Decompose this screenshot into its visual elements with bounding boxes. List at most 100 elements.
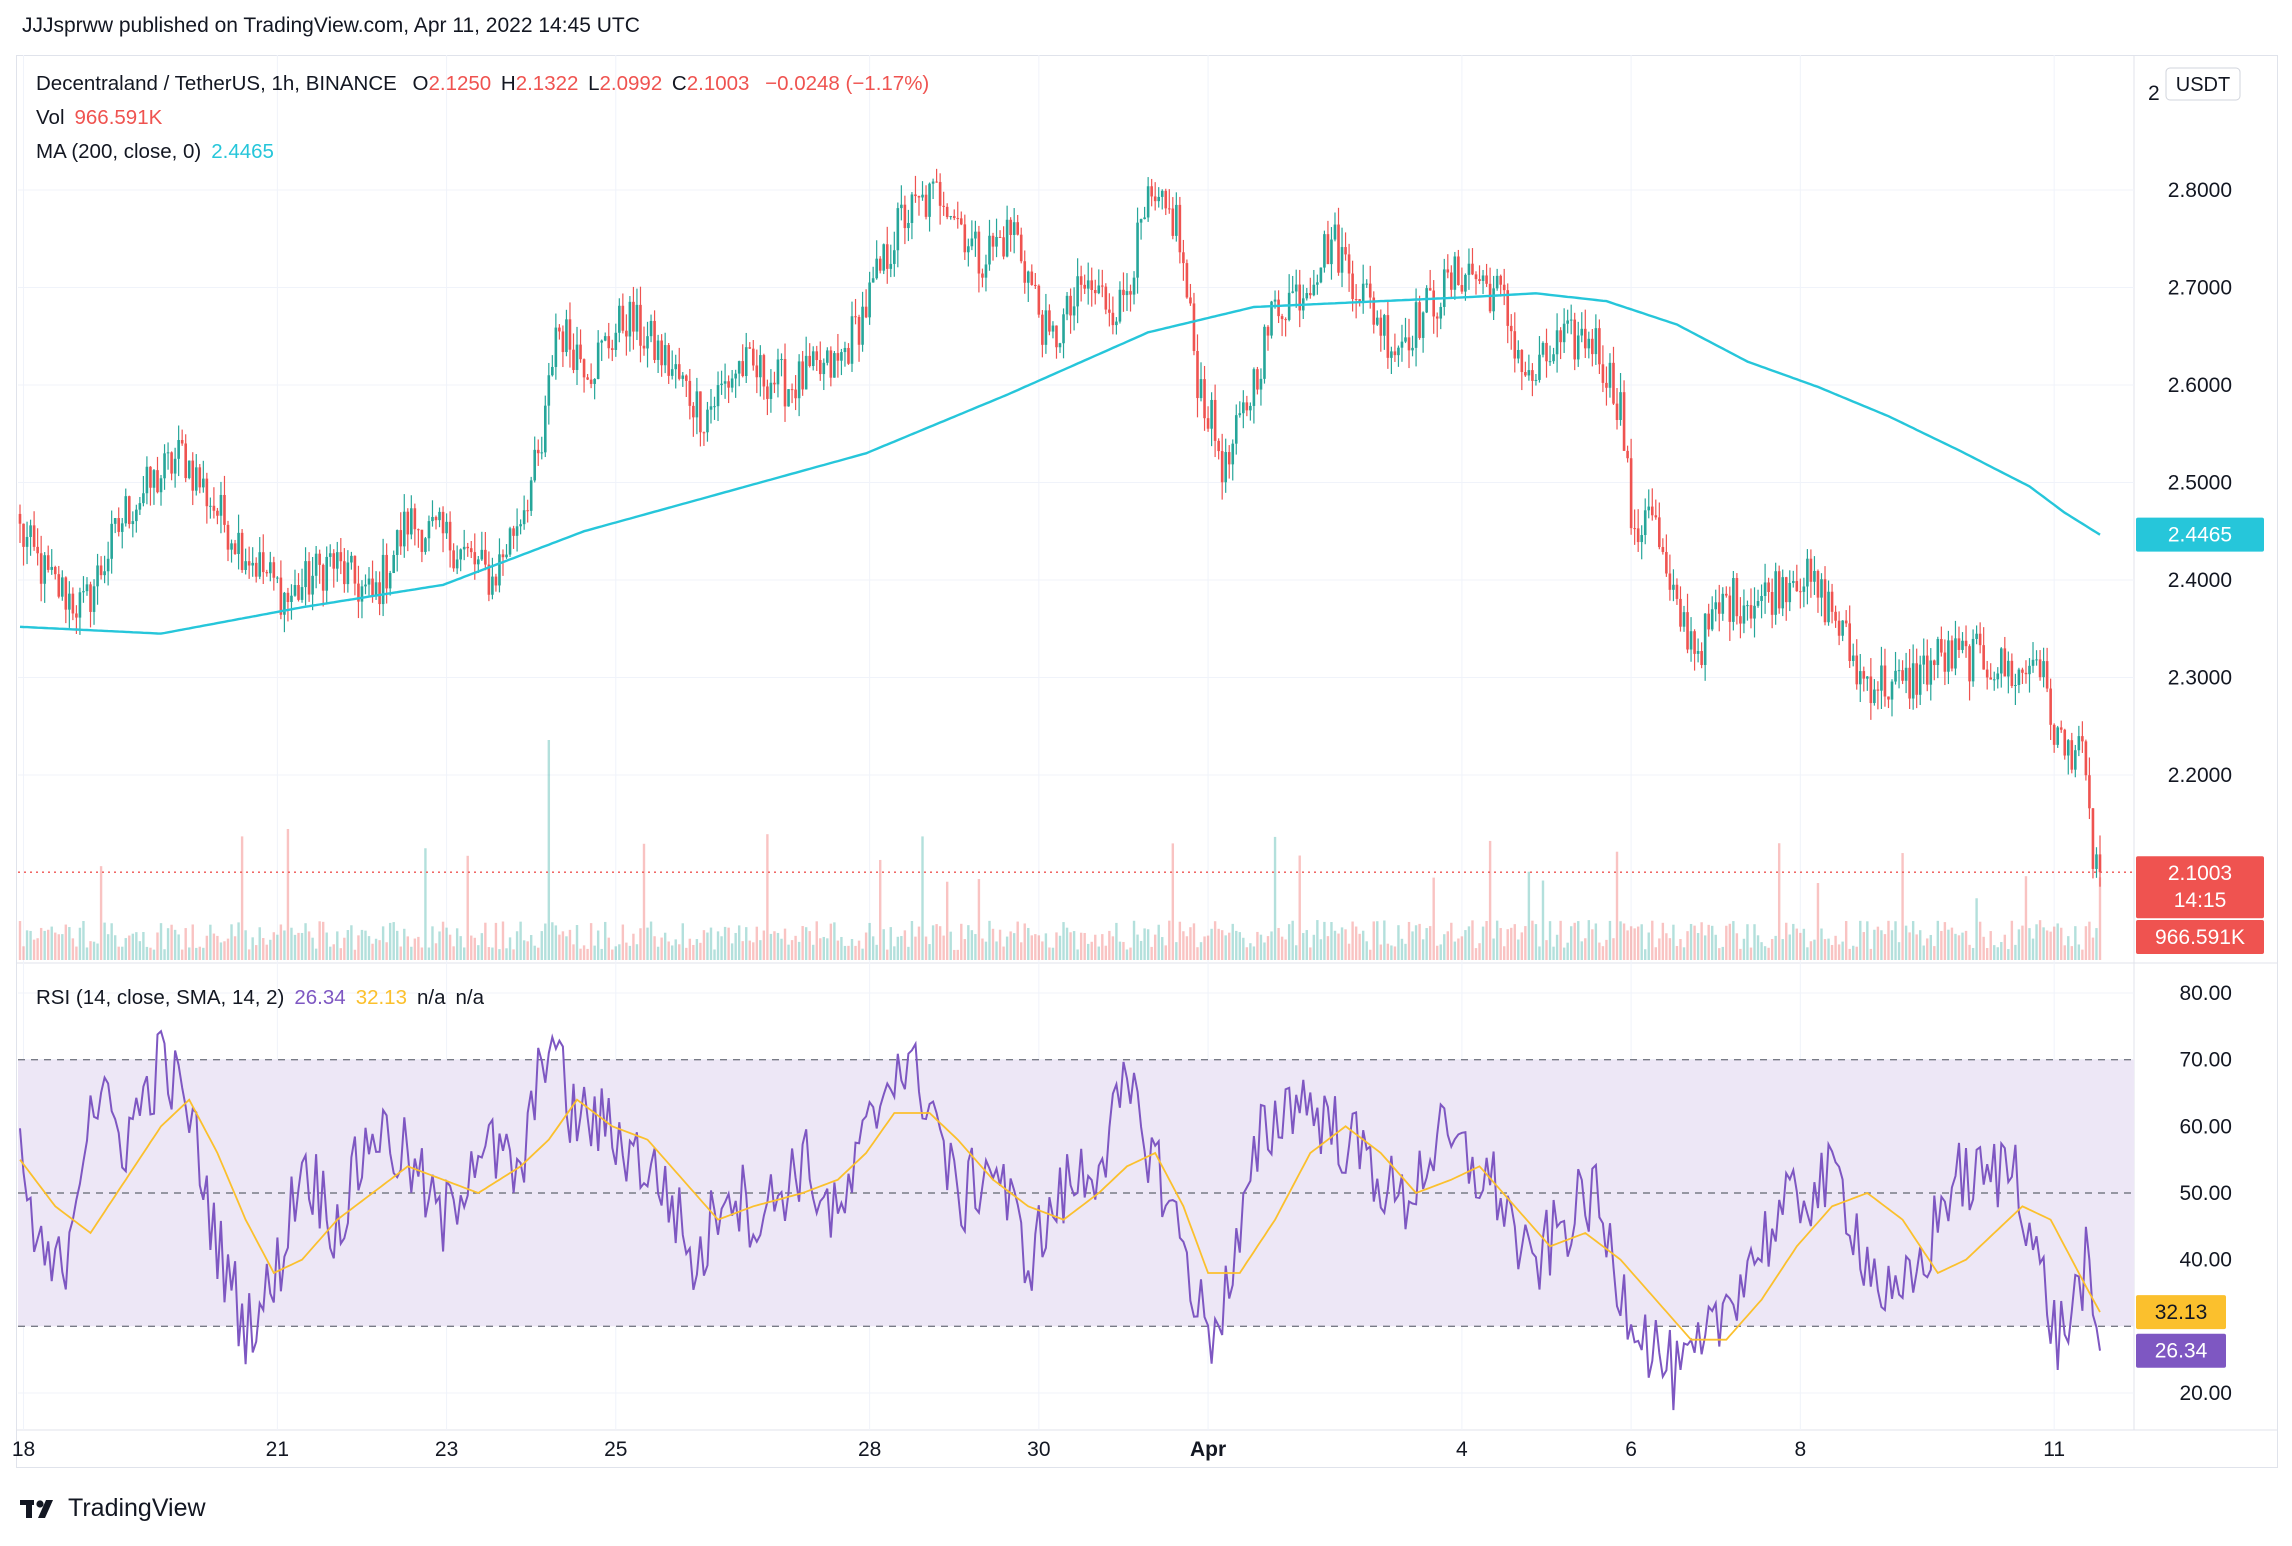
volume-bar <box>1612 938 1615 960</box>
volume-bar <box>1534 924 1538 960</box>
volume-bar <box>491 947 494 960</box>
volume-bar <box>1552 946 1555 960</box>
candle-body <box>18 513 22 524</box>
volume-bar <box>730 943 734 960</box>
price-tick-label: 2.7000 <box>2168 277 2232 300</box>
candle-body <box>1813 570 1816 582</box>
candle-body <box>967 246 970 253</box>
candle-body <box>1830 591 1834 612</box>
volume-bar <box>1615 851 1619 960</box>
candle-body <box>2059 727 2063 730</box>
volume-bar <box>1562 947 1566 960</box>
candle-body <box>2014 685 2017 687</box>
rsi-legend[interactable]: RSI (14, close, SMA, 14, 2) 26.34 32.13 n/a… <box>36 986 488 1010</box>
volume-bar <box>1443 934 1446 960</box>
volume-bar <box>188 947 191 960</box>
volume-bar <box>1168 920 1171 960</box>
volume-bar <box>1453 941 1457 960</box>
volume-bar <box>1721 946 1724 960</box>
volume-bar <box>1555 934 1559 960</box>
volume-bar <box>247 949 251 960</box>
candle-body <box>194 467 198 491</box>
ma-legend[interactable]: MA (200, close, 0) 2.4465 <box>36 140 278 164</box>
candle-body <box>2098 854 2102 873</box>
volume-bar <box>364 930 367 960</box>
footer[interactable]: TradingView <box>20 1494 206 1523</box>
candle-body <box>1996 673 2000 680</box>
candle-body <box>1375 317 1379 325</box>
volume-bar <box>663 932 667 960</box>
volume-bar <box>1407 921 1411 960</box>
candle-body <box>681 375 685 379</box>
candle-body <box>582 359 586 378</box>
candle-body <box>1650 506 1654 516</box>
volume-bar <box>2014 944 2017 960</box>
candle-body <box>1316 282 1319 285</box>
candle-body <box>156 470 159 493</box>
candle-body <box>628 301 632 337</box>
candle-body <box>1330 239 1333 265</box>
volume-bar <box>882 929 885 960</box>
volume-bar <box>671 945 674 960</box>
candle-body <box>1548 361 1552 363</box>
volume-bar <box>974 934 977 960</box>
candle-body <box>1478 279 1481 281</box>
candle-body <box>1072 306 1076 316</box>
volume-bar <box>998 929 1002 960</box>
volume-bar <box>124 938 127 960</box>
volume-bar <box>1164 945 1167 960</box>
volume-bar <box>716 931 720 960</box>
candle-body <box>1273 299 1277 302</box>
time-tick-label: 8 <box>1794 1438 1806 1461</box>
candle-body <box>1837 620 1841 636</box>
candle-body <box>1562 323 1566 343</box>
candle-body <box>1199 379 1203 399</box>
tradingview-logo-icon <box>20 1499 53 1518</box>
ma-200-line <box>19 292 2101 635</box>
candle-body <box>536 449 540 454</box>
volume-bar <box>632 933 635 960</box>
volume-bar <box>565 936 568 960</box>
volume-bar <box>1799 932 1802 960</box>
candle-body <box>1076 276 1079 307</box>
candle-body <box>1901 670 1904 681</box>
volume-bar <box>1146 929 1150 960</box>
candle-body <box>836 353 840 361</box>
volume-bar <box>1235 930 1238 960</box>
high-label: H <box>500 72 516 95</box>
volume-bar <box>1873 929 1876 960</box>
volume-bar <box>681 923 684 960</box>
candle-body <box>1492 288 1495 312</box>
symbol-legend[interactable]: Decentraland / TetherUS, 1h, BINANCE O2.… <box>36 72 933 96</box>
volume-legend[interactable]: Vol 966.591K <box>36 106 166 130</box>
volume-bar <box>1957 935 1961 960</box>
volume-bar <box>1883 934 1887 960</box>
volume-bar <box>300 932 304 960</box>
volume-bar <box>893 946 896 960</box>
volume-bar <box>1594 923 1598 960</box>
volume-bar <box>110 923 113 960</box>
candle-body <box>1118 289 1122 322</box>
volume-bar <box>1323 921 1326 960</box>
volume-bar <box>1852 945 1855 960</box>
candle-body <box>1612 362 1615 404</box>
candle-body <box>945 206 949 218</box>
chart-frame[interactable] <box>16 55 2278 1468</box>
volume-bar <box>1291 920 1294 960</box>
volume-bar <box>868 922 871 960</box>
volume-bar <box>226 938 230 960</box>
candle-body <box>780 359 783 361</box>
candle-body <box>1714 602 1718 610</box>
candle-body <box>1428 288 1432 291</box>
volume-bar <box>1041 941 1044 960</box>
ma-value: 2.4465 <box>211 140 274 163</box>
candle-body <box>353 555 357 584</box>
volume-bar <box>625 942 628 960</box>
volume-bar <box>1816 883 1820 960</box>
symbol-name: Decentraland / TetherUS, 1h, BINANCE <box>36 72 397 95</box>
volume-bar <box>1464 930 1467 960</box>
candle-body <box>89 584 92 612</box>
candle-body <box>487 564 491 595</box>
volume-bar <box>1344 929 1347 960</box>
